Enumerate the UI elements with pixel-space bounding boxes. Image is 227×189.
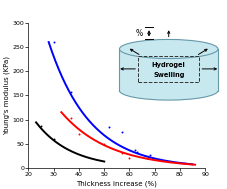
Text: Swelling: Swelling [152,72,184,78]
X-axis label: Thickness increase (%): Thickness increase (%) [76,180,157,187]
Text: %: % [135,29,142,38]
Point [39,124,43,127]
Point [120,151,123,154]
Point [102,143,106,146]
Point [69,116,73,119]
Y-axis label: Young's modulus (KPa): Young's modulus (KPa) [3,56,10,135]
Point [145,156,148,159]
Point [52,138,55,141]
Point [69,91,73,94]
Ellipse shape [119,81,217,100]
Point [182,162,186,165]
Point [77,133,80,136]
Text: Hydrogel: Hydrogel [151,62,185,68]
Ellipse shape [119,40,217,59]
Polygon shape [119,49,217,91]
Point [107,125,111,129]
Point [147,153,151,156]
Point [52,41,55,44]
Point [120,130,123,133]
Point [127,156,131,159]
Point [132,148,136,151]
Point [135,151,138,154]
